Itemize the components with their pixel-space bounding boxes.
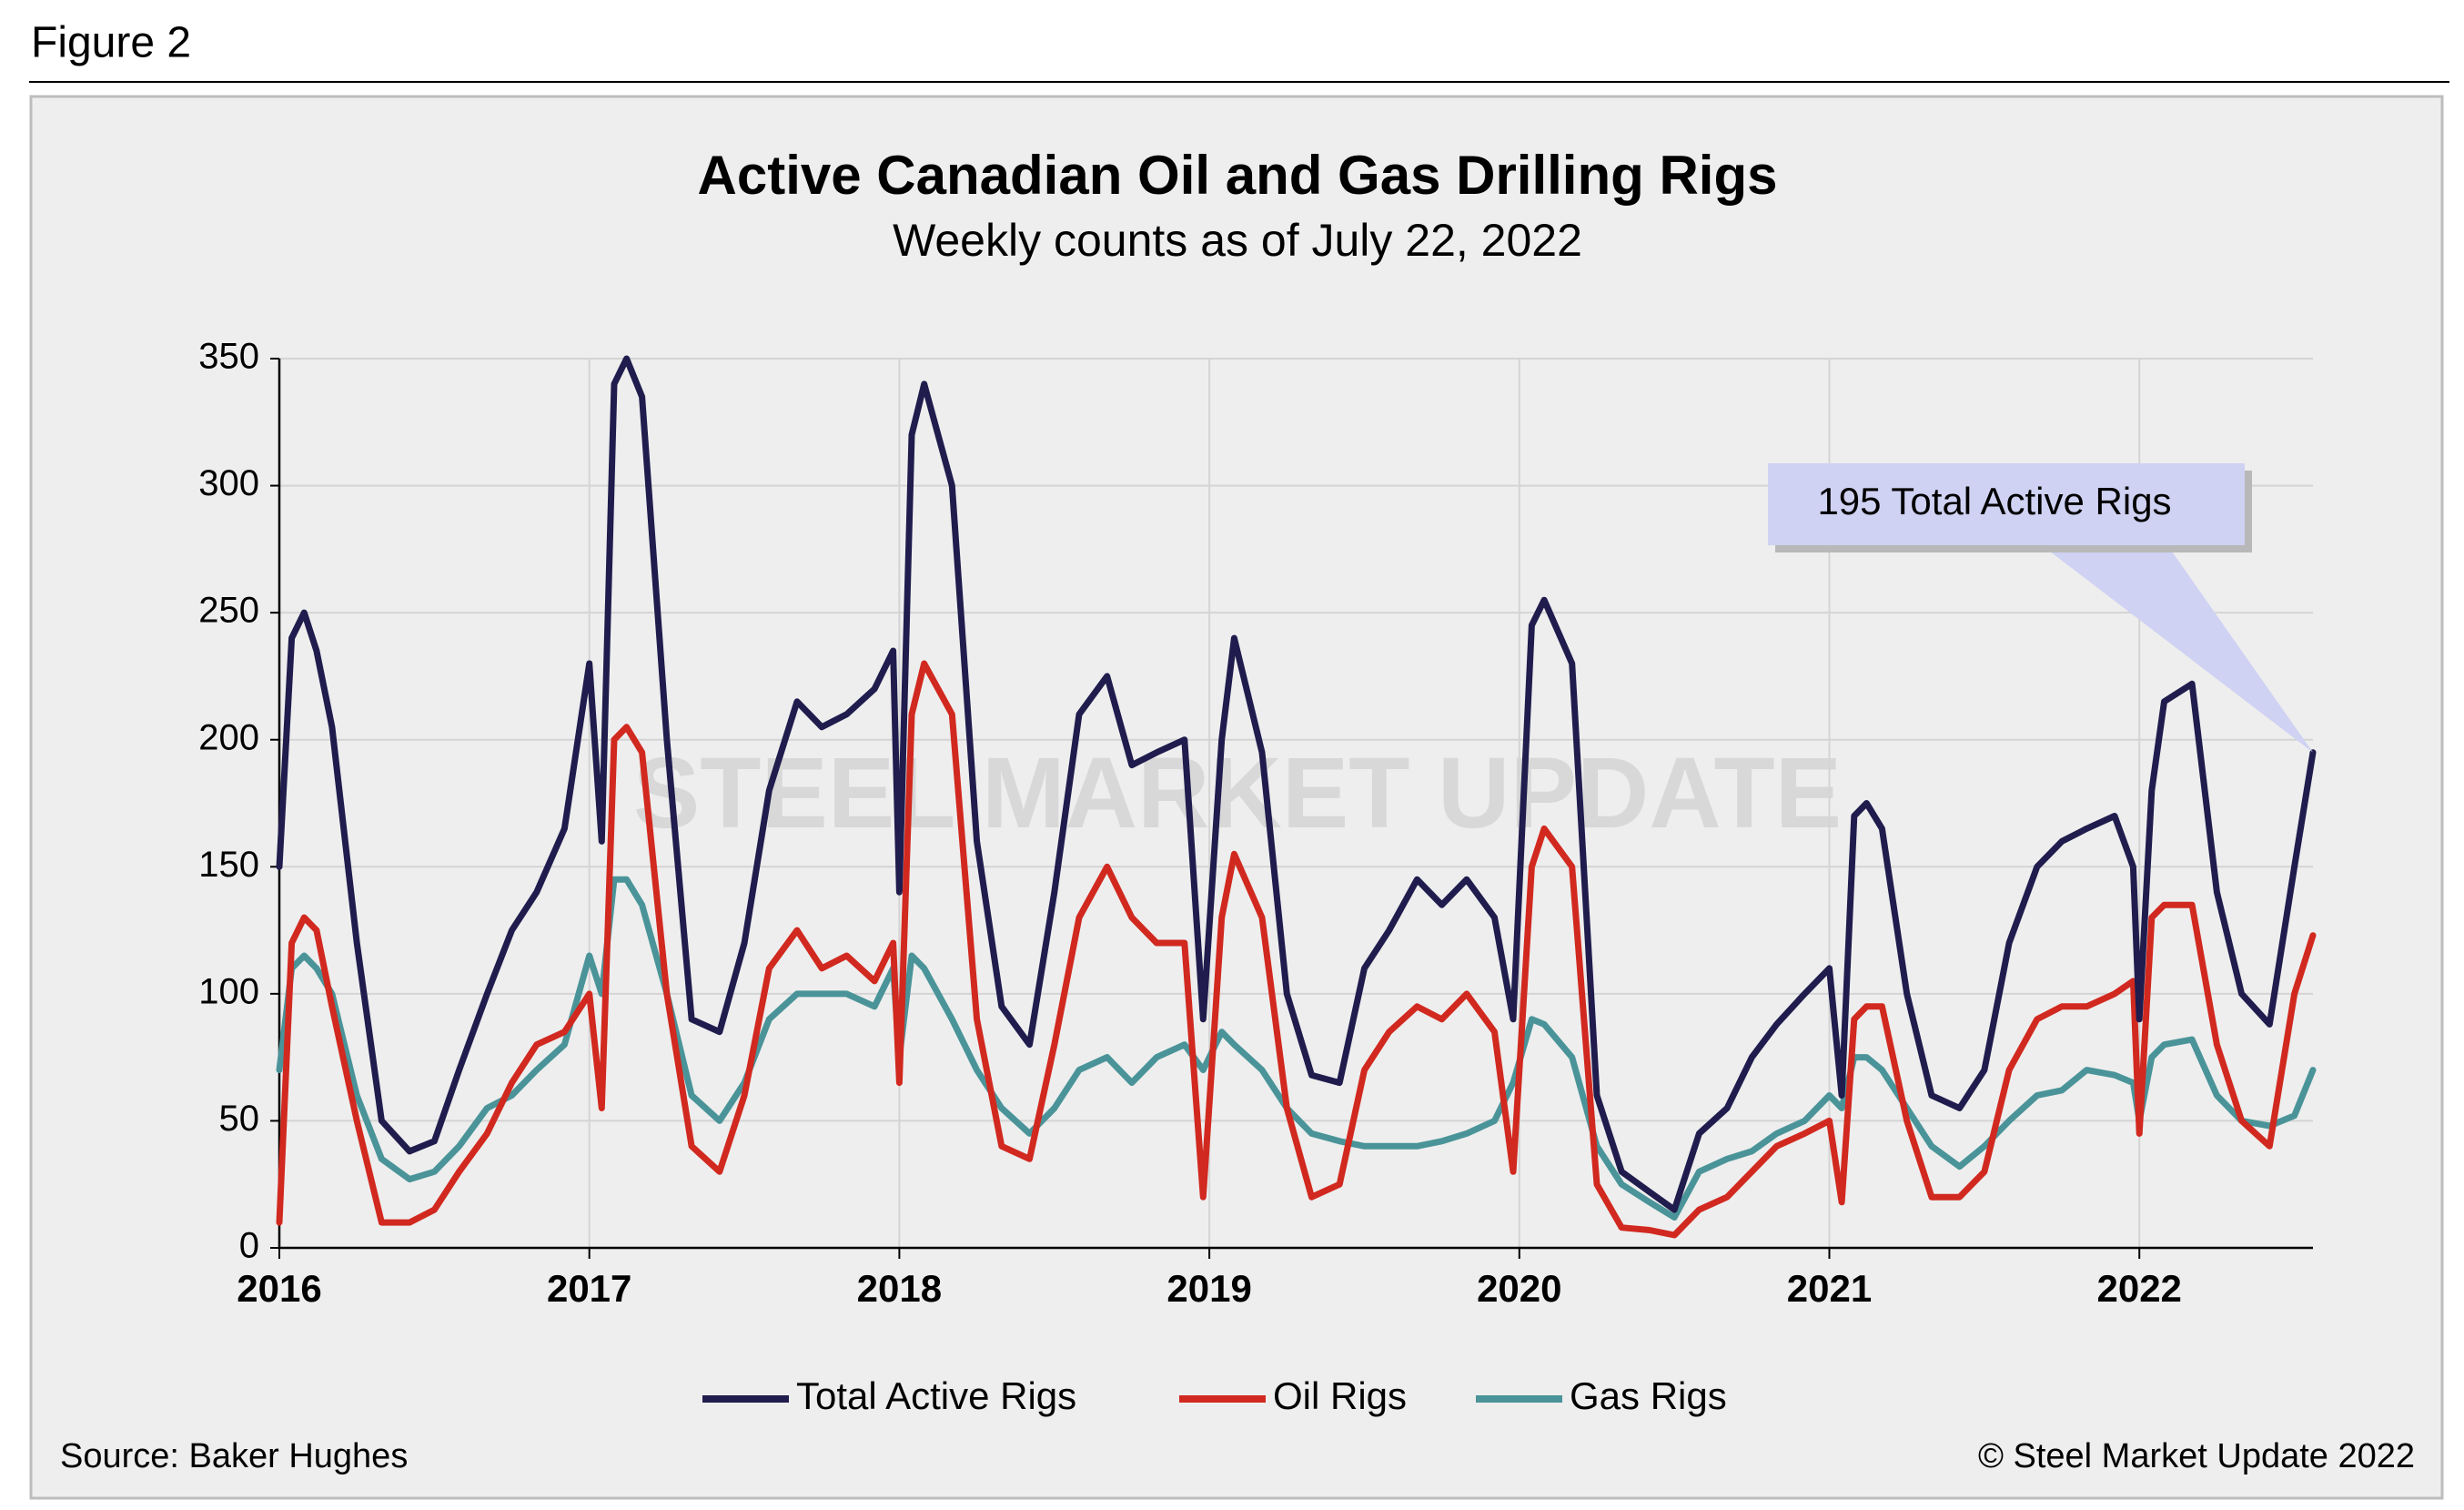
- chart-title: Active Canadian Oil and Gas Drilling Rig…: [698, 145, 1778, 206]
- annotation: 195 Total Active Rigs: [1817, 480, 2171, 522]
- chart-subtitle: Weekly counts as of July 22, 2022: [893, 215, 1582, 266]
- legend-label: Gas Rigs: [1570, 1374, 1727, 1417]
- y-tick-label: 300: [198, 463, 259, 503]
- source-note: Source: Baker Hughes: [60, 1437, 408, 1475]
- x-tick-label: 2016: [237, 1267, 321, 1310]
- data-line: [276, 660, 2317, 1239]
- callout-pointer: [2038, 542, 2313, 753]
- y-tick-label: 350: [198, 337, 259, 377]
- copyright: © Steel Market Update 2022: [1978, 1437, 2415, 1475]
- y-tick-label: 250: [198, 591, 259, 631]
- y-tick-label: 100: [198, 971, 259, 1011]
- x-tick-label: 2019: [1166, 1267, 1251, 1310]
- x-tick-label: 2020: [1477, 1267, 1561, 1310]
- x-tick-label: 2017: [547, 1267, 631, 1310]
- y-tick-label: 0: [239, 1226, 259, 1266]
- x-tick-label: 2022: [2096, 1267, 2181, 1310]
- y-tick-label: 200: [198, 717, 259, 757]
- chart-panel: [29, 95, 2444, 1500]
- watermark: STEEL MARKET UPDATE: [633, 737, 1842, 849]
- x-tick-label: 2021: [1787, 1267, 1872, 1310]
- data-line: [276, 355, 2317, 1213]
- x-tick-label: 2018: [857, 1267, 942, 1310]
- callout-box: [1768, 463, 2245, 545]
- y-tick-label: 150: [198, 845, 259, 885]
- legend-label: Total Active Rigs: [796, 1374, 1076, 1417]
- y-tick-label: 50: [219, 1099, 260, 1139]
- figure-label: Figure 2: [31, 19, 191, 67]
- legend-label: Oil Rigs: [1273, 1374, 1407, 1417]
